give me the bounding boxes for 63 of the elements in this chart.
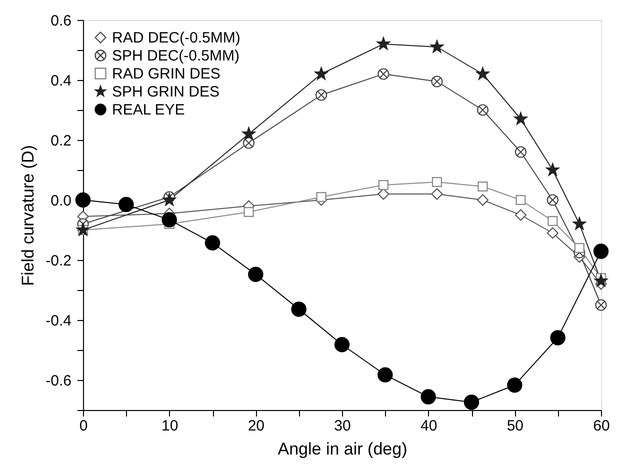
y-tick-label: 0.4 [50,72,72,90]
y-tick-label: 0.6 [50,12,72,30]
point [248,266,264,282]
y-tick-label: -0.4 [46,312,72,330]
point [432,176,442,188]
x-tick-label: 10 [161,418,178,434]
point [550,330,566,346]
point [420,389,436,404]
legend-label: RAD DEC(-0.5MM) [112,30,240,46]
point [316,192,326,202]
x-tick-label: 40 [420,418,438,434]
x-tick-label: 20 [248,418,265,434]
point [476,104,489,116]
point [431,188,443,200]
y-tick-label: -0.2 [46,252,72,270]
point [430,40,444,53]
point [476,194,489,206]
legend-label: SPH DEC(-0.5MM) [112,48,240,64]
point [118,196,134,212]
point [595,299,607,311]
point [291,302,306,317]
x-axis-title: Angle in air (deg) [278,440,408,458]
point [478,181,488,192]
point [516,194,526,206]
legend-label: REAL EYE [112,102,185,118]
legend-label: RAD GRIN DES [112,66,220,82]
point [378,367,393,383]
point [378,180,388,190]
point [162,193,176,206]
point [594,274,608,287]
point [162,212,177,228]
point [574,242,584,254]
point [464,394,480,410]
point [546,194,558,206]
point [334,336,350,352]
y-tick-label: -0.6 [46,372,72,390]
point [242,127,256,140]
point [546,227,558,239]
x-tick-label: 0 [79,418,88,434]
point [244,206,254,218]
point [204,235,220,251]
x-tick-label: 50 [506,418,524,434]
y-tick-label: 0.2 [50,132,72,150]
point [378,68,390,80]
point [507,377,522,393]
x-tick-label: 30 [334,418,351,434]
point [514,209,527,221]
point [315,89,328,101]
x-tick-label: 60 [593,418,610,434]
point [376,37,390,50]
point [476,67,490,80]
y-axis-title: Field curvature (D) [18,145,38,286]
legend-label: SPH GRIN DES [112,84,220,100]
point [314,67,328,80]
point [548,216,558,226]
y-tick-label: 0.0 [50,192,72,210]
point [514,112,528,125]
point [431,76,443,88]
point [593,244,609,259]
point [75,192,91,208]
point [514,146,527,158]
point [572,217,586,230]
point [546,163,560,176]
